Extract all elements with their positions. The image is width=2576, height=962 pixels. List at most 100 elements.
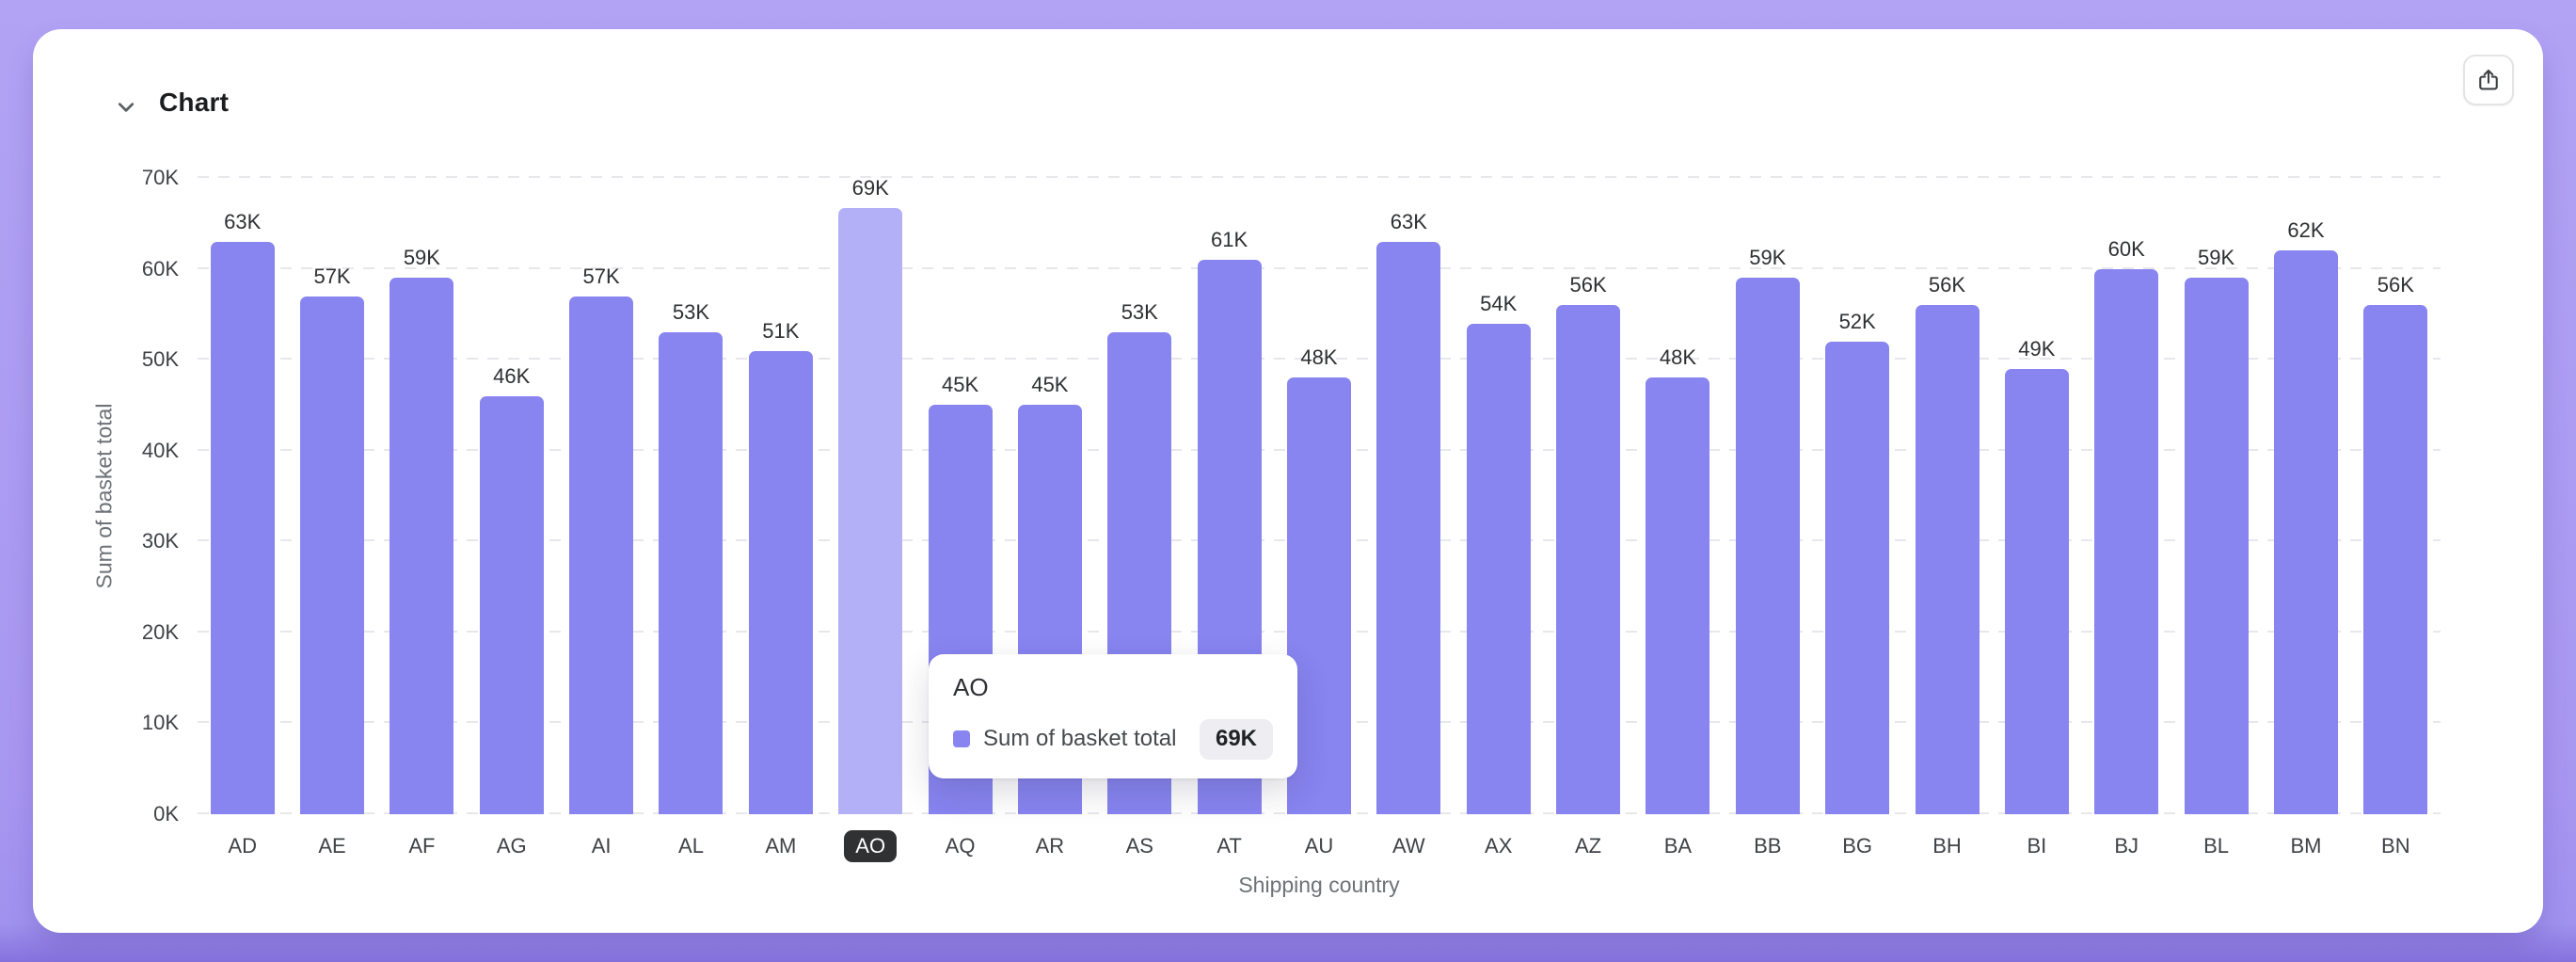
bar-al[interactable] — [659, 332, 724, 814]
chevron-down-icon — [112, 93, 140, 121]
x-label-am: AM — [736, 826, 825, 867]
y-tick-label: 40K — [141, 438, 179, 462]
x-label-text: AE — [318, 834, 346, 858]
x-label-bl: BL — [2171, 826, 2261, 867]
bar-column: 56K — [1543, 178, 1632, 814]
bar-value-label: 61K — [1211, 227, 1248, 251]
y-tick-label: 0K — [153, 802, 179, 826]
x-label-text: BH — [1932, 834, 1962, 858]
x-label-ba: BA — [1633, 826, 1723, 867]
bar-column: 59K — [1723, 178, 1812, 814]
x-label-al: AL — [646, 826, 736, 867]
tooltip-title: AO — [953, 673, 989, 701]
bar-value-label: 56K — [2377, 273, 2414, 297]
x-label-text: AI — [591, 834, 612, 858]
gridline — [198, 358, 2441, 361]
bar-column: 59K — [2171, 178, 2261, 814]
bar-ba[interactable] — [1646, 377, 1710, 814]
bar-ae[interactable] — [300, 296, 365, 814]
x-label-at: AT — [1185, 826, 1274, 867]
bar-column: 69K — [826, 178, 915, 814]
x-label-text: AM — [765, 834, 797, 858]
x-label-bb: BB — [1723, 826, 1812, 867]
y-axis-title: Sum of basket total — [91, 403, 117, 589]
bar-column: 62K — [2261, 178, 2350, 814]
collapse-chart-button[interactable] — [108, 89, 144, 125]
x-label-text: BJ — [2114, 834, 2139, 858]
bar-value-label: 63K — [1390, 209, 1427, 233]
x-label-au: AU — [1274, 826, 1363, 867]
chart-card-title: Chart — [159, 88, 230, 117]
x-label-ax: AX — [1454, 826, 1543, 867]
bar-bj[interactable] — [2094, 268, 2159, 814]
bar-ag[interactable] — [479, 395, 544, 814]
bar-ad[interactable] — [210, 241, 275, 814]
bar-am[interactable] — [748, 350, 813, 814]
bar-value-label: 46K — [493, 363, 531, 388]
x-label-af: AF — [377, 826, 467, 867]
x-label-ad: AD — [198, 826, 287, 867]
bar-value-label: 53K — [1121, 300, 1158, 325]
bar-az[interactable] — [1556, 305, 1621, 814]
x-label-ag: AG — [467, 826, 556, 867]
tooltip-series-row: Sum of basket total 69K — [953, 719, 1273, 760]
bar-bm[interactable] — [2273, 250, 2338, 814]
bar-ai[interactable] — [569, 296, 634, 814]
x-label-text: AS — [1125, 834, 1153, 858]
x-label-text: AD — [228, 834, 257, 858]
x-label-text: AX — [1485, 834, 1513, 858]
x-label-bh: BH — [1902, 826, 1992, 867]
bar-af[interactable] — [390, 278, 454, 814]
bar-column: 63K — [1364, 178, 1454, 814]
bar-value-label: 53K — [672, 300, 710, 325]
x-label-text: AO — [844, 830, 898, 862]
x-label-text: AL — [678, 834, 704, 858]
x-label-text: AT — [1216, 834, 1242, 858]
bar-bg[interactable] — [1825, 341, 1890, 814]
bar-aw[interactable] — [1376, 241, 1441, 814]
bar-ax[interactable] — [1466, 323, 1531, 814]
x-label-text: AZ — [1575, 834, 1602, 858]
bar-value-label: 62K — [2287, 218, 2325, 243]
bar-column: 57K — [287, 178, 376, 814]
x-label-ao: AO — [826, 826, 915, 867]
bar-bl[interactable] — [2184, 278, 2249, 814]
x-label-ae: AE — [287, 826, 376, 867]
share-button[interactable] — [2463, 55, 2514, 105]
y-tick-label: 50K — [141, 347, 179, 372]
y-tick-label: 30K — [141, 529, 179, 553]
bar-bh[interactable] — [1915, 305, 1980, 814]
bar-au[interactable] — [1286, 377, 1351, 814]
x-label-bm: BM — [2261, 826, 2350, 867]
bar-value-label: 60K — [2107, 236, 2145, 261]
bar-bi[interactable] — [2004, 368, 2069, 814]
bar-column: 60K — [2082, 178, 2171, 814]
bar-ao[interactable] — [838, 208, 903, 814]
x-label-aw: AW — [1364, 826, 1454, 867]
bar-value-label: 63K — [224, 209, 262, 233]
bar-column: 46K — [467, 178, 556, 814]
bar-column: 52K — [1812, 178, 1901, 814]
gridline — [198, 266, 2441, 269]
x-label-text: AG — [496, 834, 527, 858]
x-label-text: BL — [2203, 834, 2230, 858]
x-label-text: AR — [1035, 834, 1065, 858]
bar-value-label: 45K — [941, 373, 979, 397]
x-label-az: AZ — [1543, 826, 1632, 867]
bar-column: 51K — [736, 178, 825, 814]
x-label-text: AW — [1392, 834, 1425, 858]
bar-bn[interactable] — [2363, 305, 2428, 814]
x-label-text: BM — [2290, 834, 2322, 858]
bar-column: 56K — [1902, 178, 1992, 814]
bar-value-label: 48K — [1659, 345, 1696, 370]
bar-value-label: 52K — [1838, 309, 1876, 333]
bar-value-label: 51K — [762, 318, 800, 343]
x-label-bn: BN — [2351, 826, 2441, 867]
bar-column: 53K — [646, 178, 736, 814]
bar-value-label: 59K — [403, 246, 440, 270]
bar-column: 54K — [1454, 178, 1543, 814]
x-axis-labels: AD AE AF AG AI AL AM AO AQ AR AS AT AU AW AX AZ BA BB BG BH… — [198, 826, 2441, 867]
bar-bb[interactable] — [1735, 278, 1800, 814]
chart-card: Chart Sum of basket total 63K 57K 59K 46K 57… — [33, 29, 2543, 933]
